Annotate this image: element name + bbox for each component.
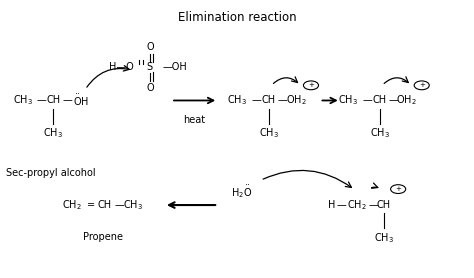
Text: CH: CH (98, 200, 112, 210)
Text: CH$_3$: CH$_3$ (13, 94, 33, 107)
Text: Elimination reaction: Elimination reaction (178, 11, 296, 24)
Text: S: S (147, 63, 153, 73)
Text: —: — (63, 95, 72, 105)
Text: CH$_3$: CH$_3$ (259, 126, 279, 140)
Text: +: + (419, 82, 425, 88)
Text: Propene: Propene (82, 232, 123, 242)
Text: —: — (277, 95, 287, 105)
Text: —: — (369, 200, 379, 210)
Text: O: O (146, 42, 154, 52)
Text: =: = (87, 200, 95, 210)
Text: heat: heat (183, 115, 206, 125)
Text: —: — (337, 200, 346, 210)
Text: CH$_2$: CH$_2$ (62, 198, 82, 212)
Text: +: + (308, 82, 314, 88)
Text: CH$_3$: CH$_3$ (43, 126, 63, 140)
Text: —: — (388, 95, 398, 105)
Text: CH: CH (262, 95, 276, 105)
Text: CH$_2$: CH$_2$ (347, 198, 367, 212)
Text: —: — (252, 95, 262, 105)
Text: CH: CH (377, 200, 391, 210)
Text: —OH: —OH (163, 63, 187, 73)
Text: H—O: H—O (109, 63, 134, 73)
Text: OH$_2$: OH$_2$ (285, 94, 306, 107)
Text: +: + (395, 186, 401, 192)
Text: OH$_2$: OH$_2$ (396, 94, 417, 107)
Text: H: H (328, 200, 335, 210)
Text: H$_2\ddot{\rm O}$: H$_2\ddot{\rm O}$ (231, 183, 252, 200)
Text: —: — (114, 200, 124, 210)
Text: CH$_3$: CH$_3$ (338, 94, 358, 107)
Text: CH$_3$: CH$_3$ (227, 94, 247, 107)
Text: $\ddot{\rm O}$H: $\ddot{\rm O}$H (73, 93, 89, 108)
Text: CH: CH (46, 95, 60, 105)
Text: CH$_3$: CH$_3$ (123, 198, 143, 212)
Text: CH: CH (373, 95, 387, 105)
Text: CH$_3$: CH$_3$ (374, 231, 394, 245)
Text: —: — (363, 95, 373, 105)
Text: —: — (36, 95, 46, 105)
Text: CH$_3$: CH$_3$ (370, 126, 390, 140)
Text: O: O (146, 83, 154, 93)
Text: Sec-propyl alcohol: Sec-propyl alcohol (6, 168, 96, 178)
